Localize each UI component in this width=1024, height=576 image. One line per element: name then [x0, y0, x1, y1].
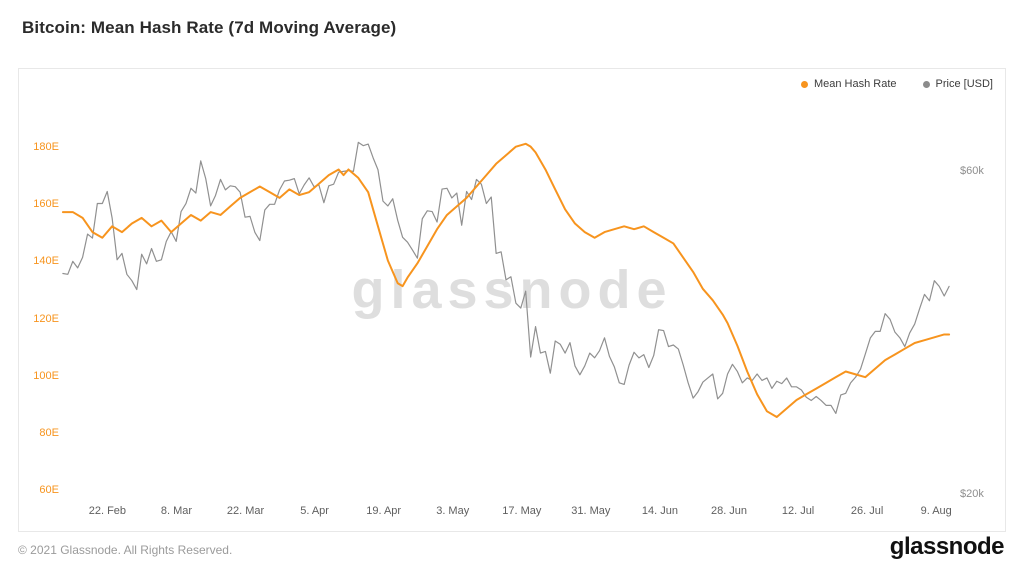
x-axis-tick: 5. Apr: [300, 505, 329, 517]
x-axis-tick: 22. Mar: [226, 505, 265, 517]
legend-item-price-usd[interactable]: Price [USD]: [922, 78, 993, 90]
y-axis-tick-left: 80E: [39, 426, 59, 439]
y-axis-tick-left: 100E: [33, 369, 59, 382]
series-line-mean-hash-rate: [61, 142, 951, 418]
series-dot-icon: [800, 80, 808, 88]
series-dot-icon: [922, 80, 930, 88]
y-axis-tick-left: 180E: [33, 141, 59, 153]
x-axis-tick: 31. May: [571, 505, 611, 517]
y-axis-tick-right: $60k: [960, 165, 984, 177]
y-axis-tick-left: 120E: [33, 312, 59, 325]
x-axis-tick: 28. Jun: [710, 505, 748, 517]
x-axis-tick: 12. Jul: [781, 505, 815, 517]
chart-canvas[interactable]: [19, 69, 1005, 531]
x-axis-tick: 22. Feb: [88, 505, 127, 517]
x-axis-tick: 19. Apr: [366, 505, 402, 517]
chart-card: glassnode Mean Hash Rate Price [USD] 180…: [18, 68, 1006, 532]
glassnode-watermark: glassnode: [351, 260, 673, 320]
legend-label: Price [USD]: [935, 78, 993, 90]
glassnode-logo[interactable]: glassnode: [889, 533, 1005, 560]
legend: Mean Hash Rate Price [USD]: [800, 78, 993, 90]
x-axis-tick: 9. Aug: [920, 505, 952, 517]
footer-copyright: © 2021 Glassnode. All Rights Reserved.: [18, 543, 233, 557]
legend-label: Mean Hash Rate: [813, 78, 897, 90]
x-axis-tick: 8. Mar: [160, 505, 193, 517]
page-title: Bitcoin: Mean Hash Rate (7d Moving Avera…: [22, 18, 397, 37]
series-line-price-usd-: [62, 141, 950, 415]
y-axis-tick-left: 140E: [33, 255, 59, 268]
y-axis-tick-left: 160E: [33, 198, 59, 211]
y-axis-tick-left: 60E: [39, 484, 59, 496]
x-axis-tick: 14. Jun: [641, 505, 678, 517]
y-axis-tick-right: $20k: [960, 488, 984, 500]
x-axis-tick: 26. Jul: [850, 505, 884, 517]
legend-item-mean-hash-rate[interactable]: Mean Hash Rate: [800, 78, 897, 90]
x-axis-tick: 3. May: [436, 505, 470, 517]
x-axis-tick: 17. May: [502, 505, 542, 517]
